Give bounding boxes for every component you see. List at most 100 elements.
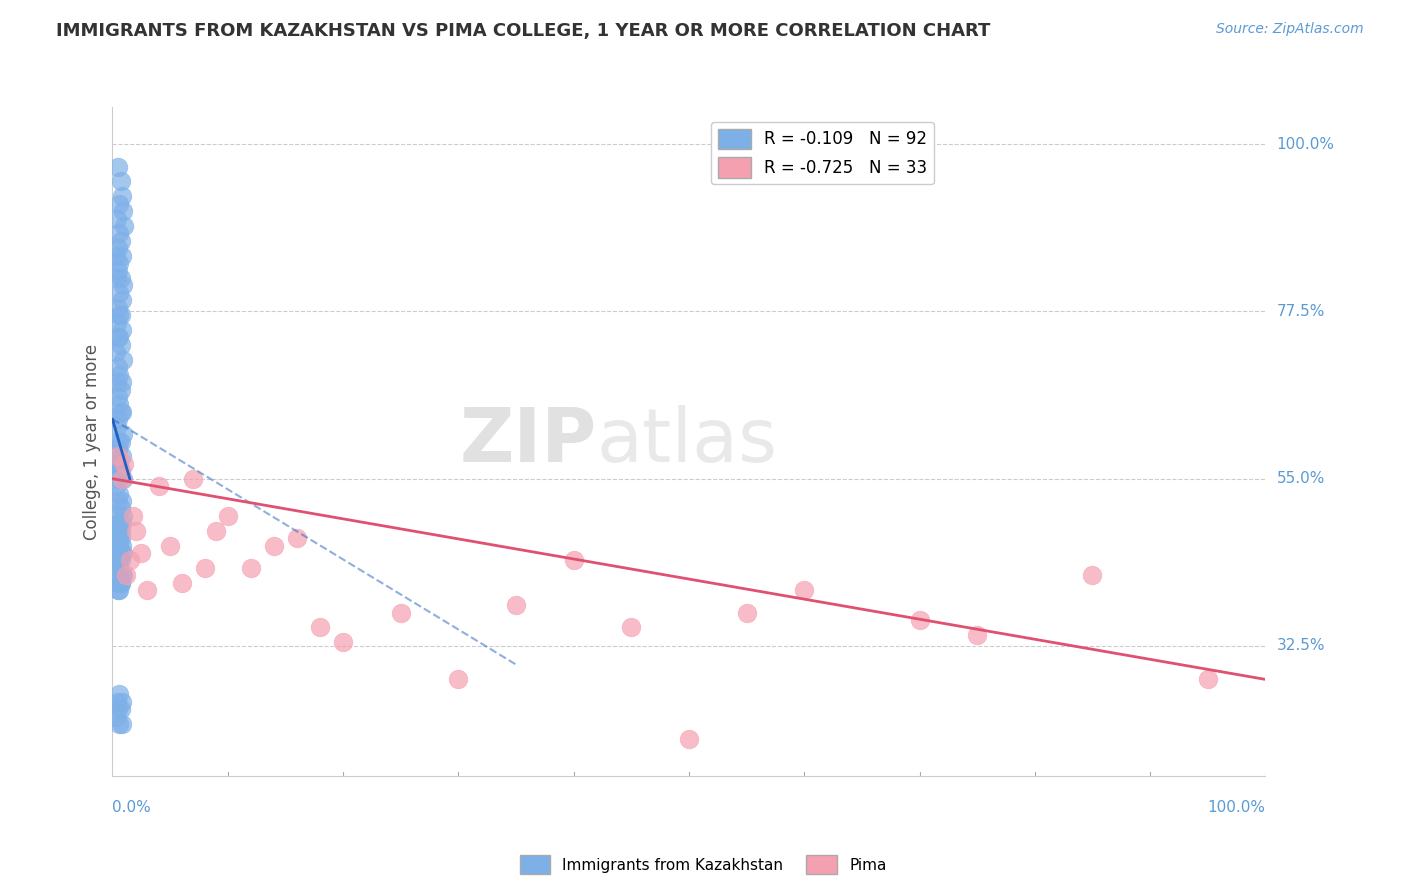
Point xyxy=(110,546,132,560)
Point xyxy=(110,501,132,516)
Point xyxy=(104,249,127,263)
Point xyxy=(110,575,132,590)
Point xyxy=(1197,673,1219,687)
Point xyxy=(205,524,228,538)
Text: atlas: atlas xyxy=(596,405,778,478)
Point xyxy=(108,583,131,598)
Point xyxy=(108,397,131,411)
Text: 100.0%: 100.0% xyxy=(1277,136,1334,152)
Point xyxy=(111,472,134,486)
Point xyxy=(505,598,527,612)
Point xyxy=(170,575,193,590)
Point xyxy=(105,561,128,575)
Point xyxy=(148,479,170,493)
Point xyxy=(108,256,131,270)
Point xyxy=(111,508,134,523)
Text: IMMIGRANTS FROM KAZAKHSTAN VS PIMA COLLEGE, 1 YEAR OR MORE CORRELATION CHART: IMMIGRANTS FROM KAZAKHSTAN VS PIMA COLLE… xyxy=(56,22,991,40)
Point xyxy=(105,419,128,434)
Point xyxy=(136,583,159,598)
Point xyxy=(107,702,129,716)
Point xyxy=(110,383,132,397)
Text: ZIP: ZIP xyxy=(460,405,596,478)
Point xyxy=(107,241,129,255)
Point xyxy=(110,338,132,352)
Point xyxy=(285,531,308,545)
Point xyxy=(108,717,131,731)
Point xyxy=(111,323,134,337)
Point xyxy=(105,508,128,523)
Point xyxy=(111,695,134,709)
Point xyxy=(105,316,128,330)
Point xyxy=(110,553,132,567)
Point xyxy=(105,531,128,545)
Point xyxy=(111,278,134,293)
Point xyxy=(107,472,129,486)
Point xyxy=(108,285,131,300)
Point xyxy=(110,405,132,419)
Point xyxy=(111,189,134,203)
Point xyxy=(309,620,332,634)
Point xyxy=(111,450,134,464)
Point xyxy=(111,375,134,389)
Point xyxy=(908,613,931,627)
Point xyxy=(620,620,643,634)
Point xyxy=(194,561,217,575)
Point xyxy=(107,450,129,464)
Point xyxy=(110,308,132,322)
Point xyxy=(111,204,134,219)
Point xyxy=(447,673,470,687)
Point xyxy=(112,219,135,233)
Text: 55.0%: 55.0% xyxy=(1277,471,1324,486)
Legend: Immigrants from Kazakhstan, Pima: Immigrants from Kazakhstan, Pima xyxy=(513,849,893,880)
Point xyxy=(108,227,131,241)
Point xyxy=(111,249,134,263)
Point xyxy=(793,583,815,598)
Point xyxy=(104,709,127,723)
Point xyxy=(108,486,131,500)
Point xyxy=(111,427,134,442)
Point xyxy=(110,271,132,285)
Point xyxy=(110,234,132,248)
Point xyxy=(107,330,129,344)
Point xyxy=(104,345,127,359)
Point xyxy=(108,457,131,471)
Point xyxy=(111,494,134,508)
Point xyxy=(111,405,134,419)
Point xyxy=(108,687,131,701)
Point xyxy=(107,568,129,582)
Point xyxy=(1081,568,1104,582)
Point xyxy=(108,553,131,567)
Point xyxy=(107,553,129,567)
Point xyxy=(110,464,132,478)
Point xyxy=(110,524,132,538)
Point xyxy=(389,606,412,620)
Point xyxy=(111,539,134,553)
Point xyxy=(107,546,129,560)
Point xyxy=(107,160,129,174)
Point xyxy=(105,457,128,471)
Point xyxy=(111,546,134,560)
Point xyxy=(129,546,153,560)
Point xyxy=(107,524,129,538)
Point xyxy=(108,308,131,322)
Point xyxy=(105,695,128,709)
Point xyxy=(108,539,131,553)
Point xyxy=(107,494,129,508)
Point xyxy=(118,553,141,567)
Point xyxy=(105,375,128,389)
Point xyxy=(111,568,134,582)
Point xyxy=(112,457,135,471)
Point xyxy=(115,568,138,582)
Point xyxy=(107,412,129,426)
Point xyxy=(562,553,585,567)
Point xyxy=(105,211,128,226)
Point xyxy=(217,508,239,523)
Point xyxy=(108,330,131,344)
Point xyxy=(108,516,131,531)
Point xyxy=(110,531,132,545)
Point xyxy=(111,516,134,531)
Text: 77.5%: 77.5% xyxy=(1277,304,1324,319)
Point xyxy=(159,539,181,553)
Point xyxy=(107,516,129,531)
Point xyxy=(104,479,127,493)
